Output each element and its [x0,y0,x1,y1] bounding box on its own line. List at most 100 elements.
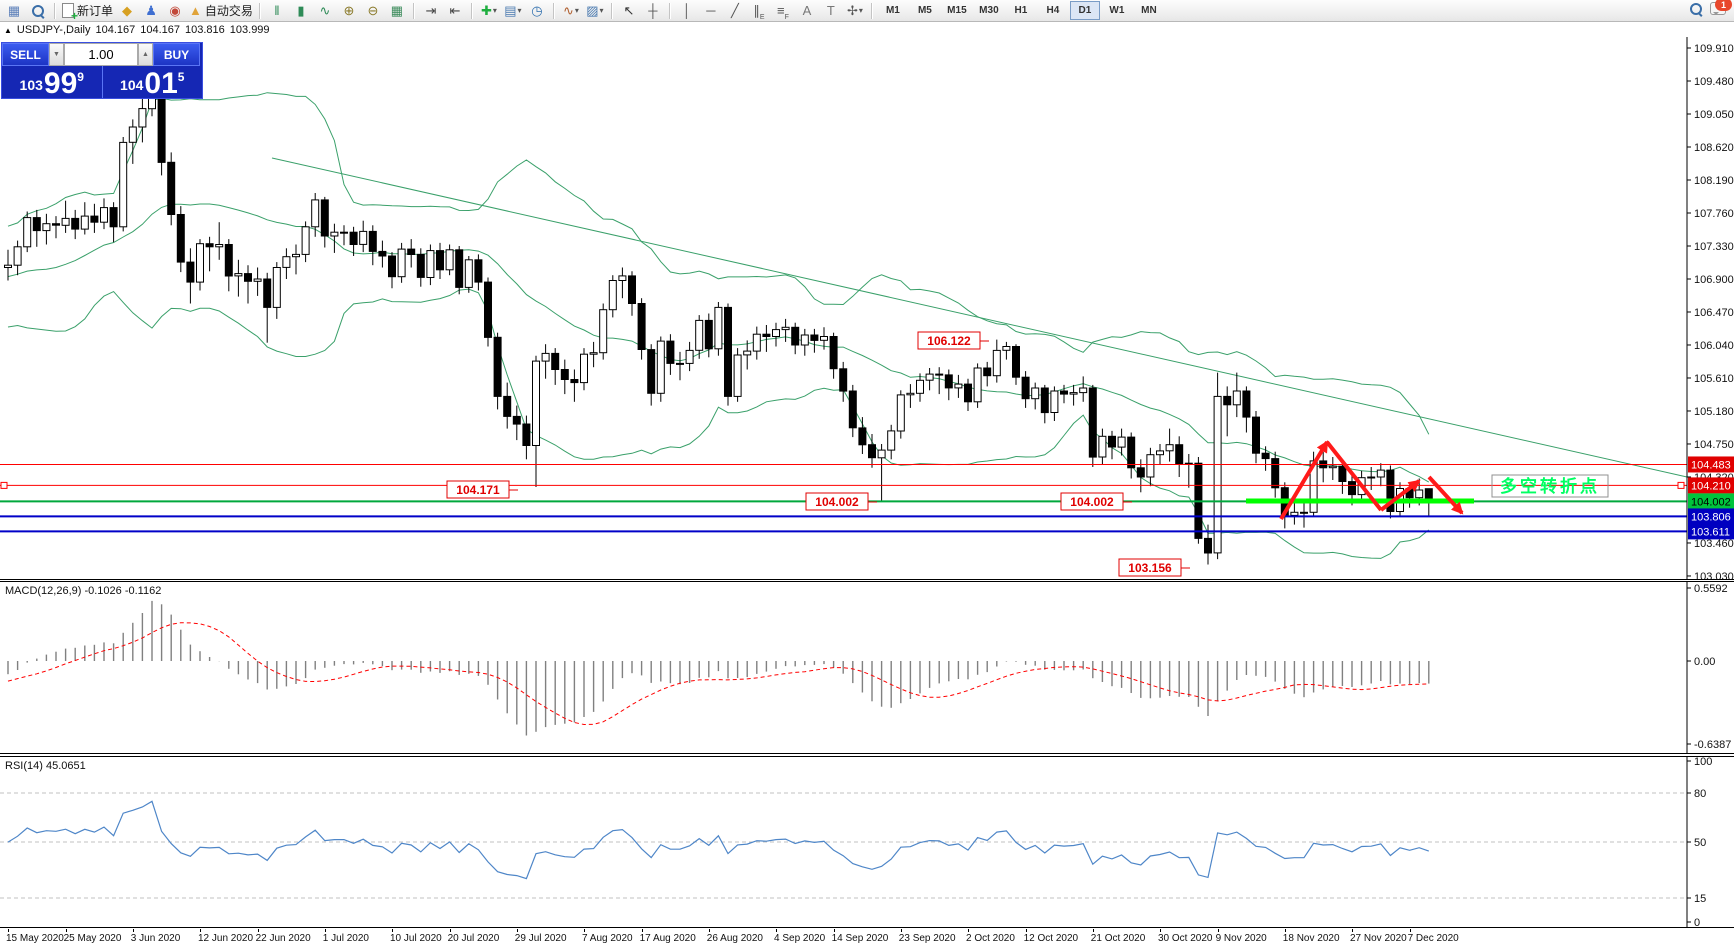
cursor-tool-icon[interactable]: ↖ [617,1,641,21]
zoom-out-icon[interactable]: ⊖ [361,1,385,21]
chart-shift-icon[interactable]: ⇤ [443,1,467,21]
price-tick: 106.040 [1694,340,1734,352]
price-label-106.122[interactable]: 106.122 [917,331,989,350]
arrows-tool-icon[interactable]: ✢ ▾ [843,1,867,21]
candle [1165,444,1174,452]
zoom-in-icon[interactable]: ⊕ [337,1,361,21]
candle [1300,511,1308,514]
indicators-list-icon[interactable]: ∿ ▾ [559,1,583,21]
bar-chart-mode-icon[interactable]: ‖ [265,1,289,21]
new-order-button[interactable]: 新订单 [60,1,115,22]
cn-annotation-note[interactable]: 多空转折点 [1491,474,1609,498]
volume-input[interactable] [64,43,138,66]
line-chart-mode-icon[interactable]: ∿ [313,1,337,21]
search-icon[interactable] [1690,2,1702,15]
price-tick: 105.180 [1694,406,1734,418]
trendline-tool-icon[interactable]: ╱ [723,1,747,21]
date-label: 21 Oct 2020 [1090,933,1146,944]
price-badge-103.611: 103.611 [1688,523,1734,540]
charts-window-icon[interactable]: ▦ [2,1,26,21]
candle [349,231,358,245]
tile-windows-icon[interactable]: ▦ [385,1,409,21]
volume-decrease-button[interactable]: ▼ [49,43,64,66]
period-clock-icon[interactable]: ◷ [525,1,549,21]
timeframe-d1-button[interactable]: D1 [1069,1,1100,20]
candle [167,161,176,216]
text-tool-icon[interactable]: A [795,1,819,21]
candle [1002,346,1011,351]
date-tick [900,929,902,932]
price-label-104.171[interactable]: 104.171 [446,480,518,499]
autotrading-button[interactable]: ▲ 自动交易 [187,1,255,21]
macd-indicator-panel[interactable]: 0.5592 0.00 -0.6387 MACD(12,26,9) -0.1026 -… [0,581,1734,754]
candlesticks [4,52,1433,565]
timeframe-m5-button[interactable]: M5 [917,5,932,16]
price-label-104.002[interactable]: 104.002 [805,492,877,511]
candle [512,415,521,425]
descending-trendline[interactable] [271,157,1688,478]
auto-scroll-icon[interactable]: ⇥ [419,1,443,21]
candle [1376,469,1385,478]
fibonacci-tool-icon: ≡ [776,3,785,18]
timeframe-h4-button[interactable]: H4 [1046,5,1060,16]
date-tick [708,929,710,932]
candle [1175,444,1184,465]
crosshair-tool-icon[interactable]: ┼ [641,1,665,21]
svg-text:80: 80 [1694,788,1706,800]
collapse-panel-icon[interactable]: ▲ [4,25,12,35]
horizontal-line-tool-icon[interactable]: ─ [699,1,723,21]
timeframe-m30-button[interactable]: M30 [979,5,999,16]
price-label-103.156[interactable]: 103.156 [1118,558,1190,577]
notifications-chat-icon[interactable]: 1 [1710,0,1732,15]
signals-icon[interactable]: ◉ [163,1,187,21]
buy-button[interactable]: BUY [153,43,200,66]
chart-template-icon[interactable]: ▨ ▾ [583,1,607,21]
timeframe-h1-button[interactable]: H1 [1014,5,1028,16]
sell-button[interactable]: SELL [2,43,49,66]
equidistant-channel-tool-icon[interactable]: ∥ E [753,3,765,21]
rsi-label: RSI(14) 45.0651 [5,760,86,772]
candle [656,340,665,394]
candle [733,354,742,397]
data-window-icon[interactable] [26,1,50,21]
date-label: 10 Jul 2020 [390,933,442,944]
line-anchor[interactable] [1677,481,1685,489]
price-label-104.002[interactable]: 104.002 [1060,492,1132,511]
candlestick-mode-icon: ▮ [297,3,305,18]
vertical-line-tool-icon[interactable]: │ [675,1,699,21]
main-chart-canvas[interactable]: 106.122 104.171 104.002 104.002 103.156 多空转折点… [0,37,1734,580]
svg-text:50: 50 [1694,837,1706,849]
ohlc-low: 103.816 [185,24,225,36]
date-label: 12 Jun 2020 [198,933,254,944]
rsi-indicator-panel[interactable]: 100 80 50 15 0 RSI(14) 45.0651 [0,756,1734,928]
candle [340,231,348,234]
line-anchor[interactable] [0,481,8,489]
timeframe-mn-button[interactable]: MN [1141,5,1157,16]
svg-text:104.002: 104.002 [815,495,859,509]
new-chart-button[interactable]: ✚ ▾ [477,1,501,21]
dropdown-caret-icon: ▾ [492,6,497,15]
timeframe-w1-button[interactable]: W1 [1109,5,1125,16]
navigator-icon[interactable]: ♟ [139,1,163,21]
candlestick-mode-icon[interactable]: ▮ [289,1,313,21]
notification-badge: 1 [1715,0,1732,11]
price-tick: 103.460 [1694,538,1734,550]
candle [983,367,992,377]
market-watch-icon[interactable]: ◆ [115,1,139,21]
profiles-icon[interactable]: ▤ ▾ [501,1,525,21]
chart-shift-icon: ⇤ [449,3,461,18]
price-tick: 109.050 [1694,109,1734,121]
candle [637,303,646,350]
price-tick: 107.330 [1694,241,1734,253]
candle [896,394,905,432]
date-label: 3 Jun 2020 [130,933,181,944]
volume-increase-button[interactable]: ▲ [138,43,153,66]
timeframe-m15-button[interactable]: M15 [947,5,967,16]
candle [330,231,339,237]
fibonacci-tool-icon[interactable]: ≡ F [776,3,789,21]
text-label-tool-icon[interactable]: T [819,1,843,21]
trend-arrows[interactable] [1279,440,1464,521]
candle [378,250,387,257]
svg-text:100: 100 [1694,756,1712,768]
timeframe-m1-button[interactable]: M1 [885,5,900,16]
